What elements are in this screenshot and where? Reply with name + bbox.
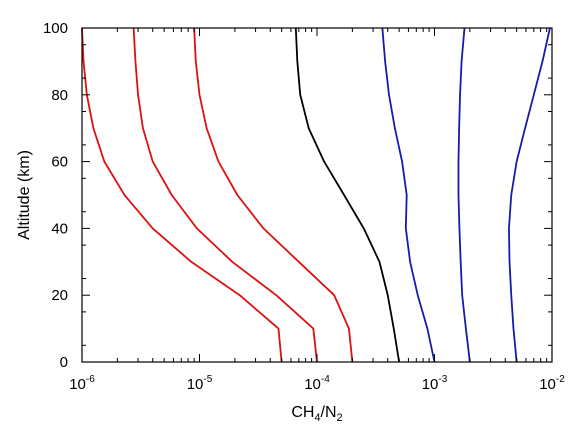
x-title-sub1: 4 xyxy=(314,412,320,424)
x-tick-base: 10 xyxy=(187,376,204,393)
y-tick-label: 20 xyxy=(51,287,68,304)
series-line-2 xyxy=(132,27,318,363)
x-tick-exponent: -5 xyxy=(203,374,212,385)
x-tick-label: 10-2 xyxy=(539,374,565,393)
x-tick-label: 10-3 xyxy=(422,374,448,393)
x-tick-exponent: -3 xyxy=(438,374,447,385)
ticks-layer xyxy=(81,27,553,363)
x-title-mid: /N xyxy=(321,404,337,421)
x-tick-base: 10 xyxy=(69,376,86,393)
x-tick-base: 10 xyxy=(422,376,439,393)
series-layer xyxy=(81,27,551,363)
x-tick-base: 10 xyxy=(304,376,321,393)
x-axis-title: CH4/N2 xyxy=(291,404,342,424)
series-line-3 xyxy=(193,27,354,363)
x-tick-exponent: -4 xyxy=(321,374,330,385)
y-tick-label: 80 xyxy=(51,87,68,104)
x-tick-label: 10-5 xyxy=(187,374,213,393)
y-tick-label: 0 xyxy=(60,354,68,371)
x-tick-exponent: -6 xyxy=(86,374,95,385)
x-tick-label: 10-4 xyxy=(304,374,330,393)
y-tick-label: 60 xyxy=(51,154,68,171)
y-tick-label: 40 xyxy=(51,220,68,237)
x-tick-label: 10-6 xyxy=(69,374,95,393)
y-axis-title: Altitude (km) xyxy=(16,150,33,240)
series-line-4 xyxy=(294,27,401,363)
x-title-base: CH xyxy=(291,404,314,421)
series-line-6 xyxy=(457,27,471,363)
x-title-sub2: 2 xyxy=(337,412,343,424)
series-line-1 xyxy=(81,27,283,363)
x-tick-exponent: -2 xyxy=(556,374,565,385)
series-line-7 xyxy=(508,27,551,363)
y-tick-label: 100 xyxy=(43,20,68,37)
series-line-5 xyxy=(381,27,436,363)
plot-frame xyxy=(81,27,553,363)
x-tick-base: 10 xyxy=(539,376,556,393)
